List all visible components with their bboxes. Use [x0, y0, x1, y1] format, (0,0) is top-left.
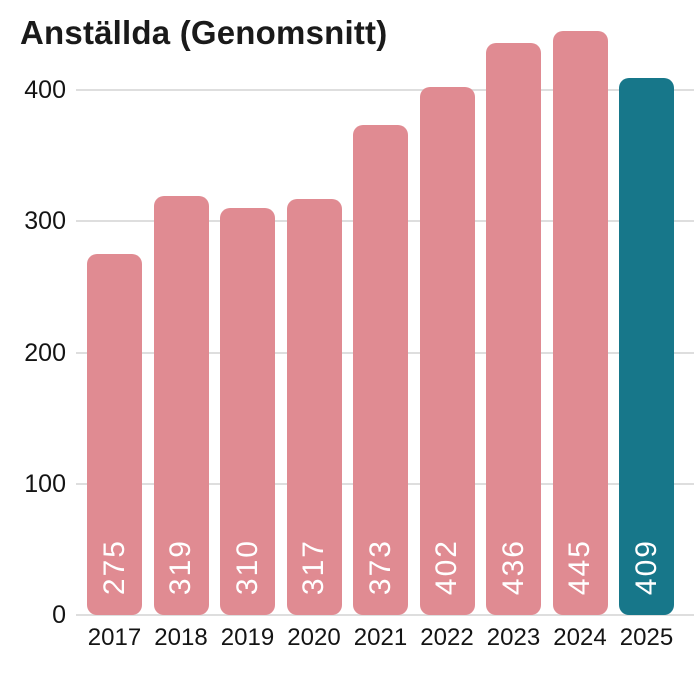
bar-2019[interactable]: 310 [220, 208, 275, 615]
x-axis-tick-label: 2023 [486, 624, 541, 651]
bar-2020[interactable]: 317 [286, 198, 342, 615]
x-axis-tick-label: 2025 [619, 624, 674, 651]
bar-value-label: 402 [430, 538, 463, 595]
bar-2021[interactable]: 373 [353, 125, 408, 615]
bar-2024[interactable]: 445 [552, 30, 608, 615]
y-axis-tick-label: 300 [24, 207, 66, 236]
x-axis-tick-label: 2022 [420, 624, 474, 651]
bar-2017[interactable]: 275 [87, 254, 142, 615]
bar-2022[interactable]: 402 [419, 87, 475, 615]
y-axis-tick-label: 400 [24, 76, 66, 104]
x-axis-tick-label: 2020 [287, 624, 341, 651]
bar-value-label: 319 [164, 538, 197, 595]
y-axis-tick-label: 0 [52, 601, 66, 629]
bar-value-label: 445 [563, 538, 596, 595]
x-axis-tick-label: 2018 [154, 624, 208, 651]
bar-value-label: 275 [97, 538, 131, 595]
bar-2023[interactable]: 436 [486, 42, 541, 615]
y-axis-tick-label: 200 [24, 338, 66, 367]
x-axis-tick-label: 2019 [220, 624, 275, 651]
bar-value-label: 373 [363, 538, 397, 595]
gridline [76, 614, 694, 616]
x-axis-tick-label: 2024 [553, 624, 607, 651]
chart-title: Anställda (Genomsnitt) [20, 14, 388, 51]
bar-value-label: 310 [230, 538, 264, 595]
bar-value-label: 436 [496, 538, 530, 595]
bar-2018[interactable]: 319 [153, 196, 209, 615]
bar-value-label: 317 [297, 538, 330, 595]
y-axis-tick-label: 100 [24, 469, 66, 498]
bar-value-label: 409 [629, 538, 663, 595]
bar-2025[interactable]: 409 [619, 78, 674, 615]
gridline [76, 89, 694, 91]
x-axis-tick-label: 2017 [87, 624, 142, 651]
x-axis-tick-label: 2021 [353, 624, 408, 651]
